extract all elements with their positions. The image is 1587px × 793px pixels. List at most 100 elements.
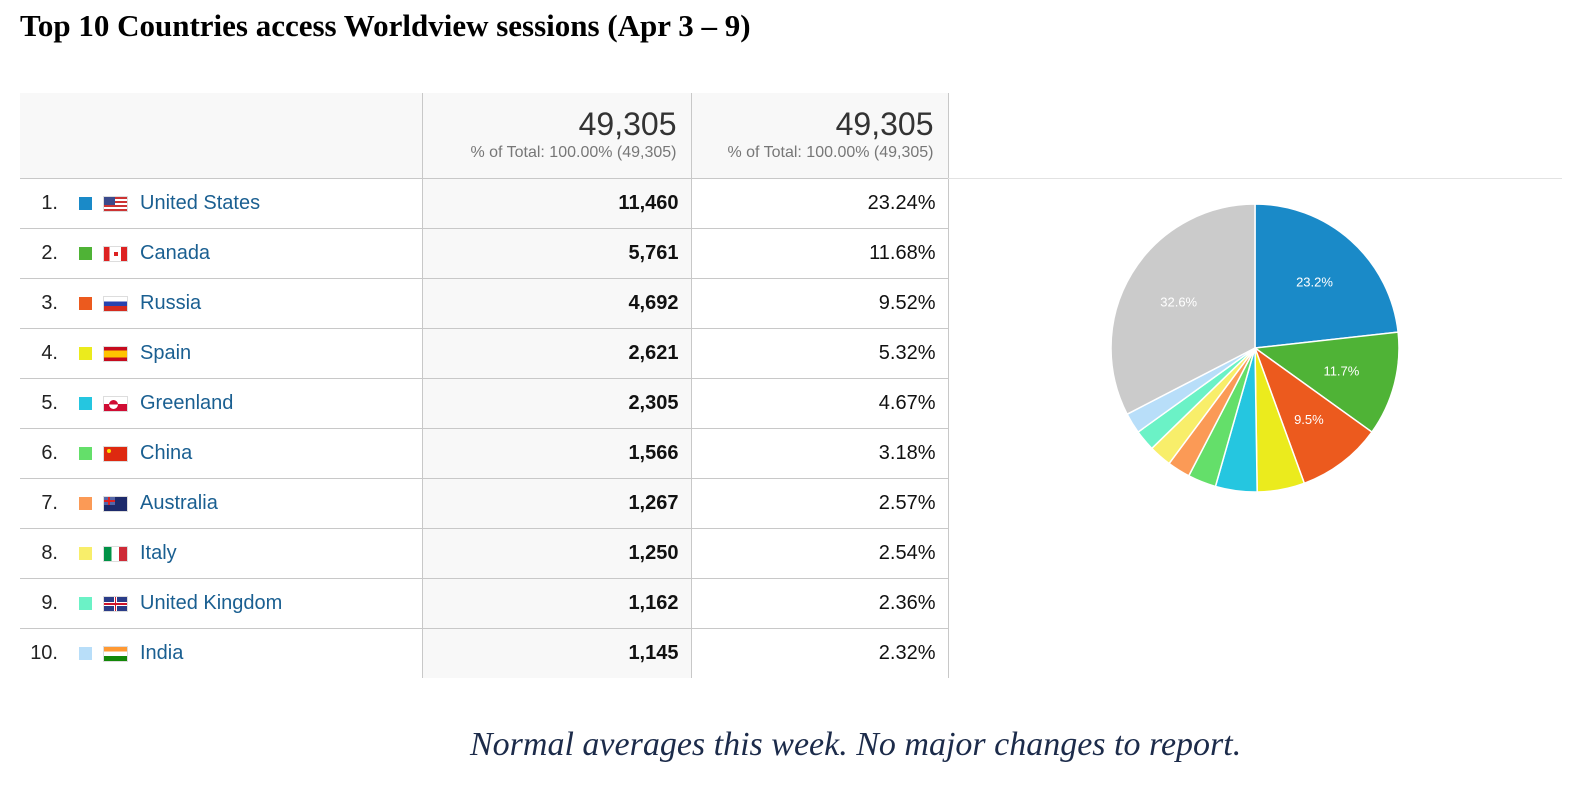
sessions-cell: 4,692 — [422, 278, 692, 329]
sessions-cell: 11,460 — [422, 178, 692, 229]
us-flag-icon — [103, 195, 128, 212]
percent-cell: 2.54% — [691, 528, 949, 579]
rank: 2. — [41, 242, 58, 265]
weekly-note: Normal averages this week. No major chan… — [470, 726, 1242, 763]
russia-flag-icon — [103, 295, 128, 312]
series-color-swatch — [79, 397, 92, 411]
sessions-column-header: 49,305 % of Total: 100.00% (49,305) — [422, 93, 692, 179]
china-flag-icon — [103, 445, 128, 462]
country-link[interactable]: China — [140, 442, 193, 465]
country-link[interactable]: Greenland — [140, 392, 234, 415]
percent-cell: 23.24% — [691, 178, 949, 229]
sessions-total: 49,305 — [578, 106, 677, 142]
australia-flag-icon — [103, 495, 128, 512]
sessions-cell: 1,566 — [422, 428, 692, 479]
pie-slice-label: 32.6% — [1160, 295, 1197, 310]
greenland-flag-icon — [103, 395, 128, 412]
table-row: 3. Russia 4,692 9.52% — [20, 278, 949, 329]
percent-cell: 5.32% — [691, 328, 949, 379]
table-row: 4. Spain 2,621 5.32% — [20, 328, 949, 379]
country-cell: 7. Australia — [20, 478, 423, 529]
percent-total: 49,305 — [835, 106, 934, 142]
percent-cell: 2.36% — [691, 578, 949, 629]
country-link[interactable]: United States — [140, 192, 261, 215]
country-link[interactable]: Russia — [140, 292, 202, 315]
series-color-swatch — [79, 547, 92, 561]
pie-slice-united-states[interactable] — [1254, 203, 1399, 349]
sessions-total-sub: % of Total: 100.00% (49,305) — [470, 144, 677, 161]
country-cell: 8. Italy — [20, 528, 423, 579]
sessions-cell: 1,162 — [422, 578, 692, 629]
pie-slice-label: 11.7% — [1323, 364, 1359, 379]
rank: 3. — [41, 292, 58, 315]
canada-flag-icon — [103, 245, 128, 262]
sessions-cell: 1,145 — [422, 628, 692, 678]
table-row: 5. Greenland 2,305 4.67% — [20, 378, 949, 429]
sessions-cell: 2,621 — [422, 328, 692, 379]
country-link[interactable]: Spain — [140, 342, 192, 365]
percent-cell: 11.68% — [691, 228, 949, 279]
table-row: 8. Italy 1,250 2.54% — [20, 528, 949, 579]
table-row: 6. China 1,566 3.18% — [20, 428, 949, 479]
rank: 4. — [41, 342, 58, 365]
country-column-header — [20, 93, 423, 179]
percent-cell: 3.18% — [691, 428, 949, 479]
rank: 10. — [30, 642, 58, 665]
uk-flag-icon — [103, 595, 128, 612]
rank: 8. — [41, 542, 58, 565]
india-flag-icon — [103, 645, 128, 662]
rank: 5. — [41, 392, 58, 415]
pie-slice-label: 23.2% — [1296, 275, 1333, 290]
series-color-swatch — [79, 447, 92, 461]
country-cell: 5. Greenland — [20, 378, 423, 429]
table-row: 9. United Kingdom 1,162 2.36% — [20, 578, 949, 629]
country-link[interactable]: United Kingdom — [140, 592, 283, 615]
country-cell: 1. United States — [20, 178, 423, 229]
page-title: Top 10 Countries access Worldview sessio… — [20, 8, 751, 43]
italy-flag-icon — [103, 545, 128, 562]
percent-cell: 4.67% — [691, 378, 949, 429]
country-link[interactable]: Canada — [140, 242, 211, 265]
series-color-swatch — [79, 247, 92, 261]
country-link[interactable]: Australia — [140, 492, 218, 515]
sessions-cell: 1,250 — [422, 528, 692, 579]
country-cell: 3. Russia — [20, 278, 423, 329]
sessions-pie-chart: 23.2% 11.7% 9.5% 32.6% — [1110, 203, 1400, 493]
series-color-swatch — [79, 197, 92, 211]
rank: 7. — [41, 492, 58, 515]
percent-total-sub: % of Total: 100.00% (49,305) — [727, 144, 934, 161]
sessions-cell: 2,305 — [422, 378, 692, 429]
country-cell: 4. Spain — [20, 328, 423, 379]
rank: 1. — [41, 192, 58, 215]
sessions-cell: 1,267 — [422, 478, 692, 529]
table-row: 10. India 1,145 2.32% — [20, 628, 949, 678]
pie-slice-label: 9.5% — [1294, 412, 1324, 427]
sessions-cell: 5,761 — [422, 228, 692, 279]
country-link[interactable]: Italy — [140, 542, 177, 565]
country-link[interactable]: India — [140, 642, 184, 665]
table-header-row: 49,305 % of Total: 100.00% (49,305) 49,3… — [20, 93, 949, 179]
table-row: 1. United States 11,460 23.24% — [20, 178, 949, 229]
series-color-swatch — [79, 647, 92, 661]
country-cell: 6. China — [20, 428, 423, 479]
country-cell: 9. United Kingdom — [20, 578, 423, 629]
spain-flag-icon — [103, 345, 128, 362]
rank: 9. — [41, 592, 58, 615]
series-color-swatch — [79, 597, 92, 611]
series-color-swatch — [79, 347, 92, 361]
pie-slice-russia[interactable] — [1253, 345, 1373, 485]
country-cell: 10. India — [20, 628, 423, 678]
percent-cell: 2.32% — [691, 628, 949, 678]
pie-slice-other[interactable] — [1110, 203, 1256, 416]
series-color-swatch — [79, 497, 92, 511]
series-color-swatch — [79, 297, 92, 311]
rank: 6. — [41, 442, 58, 465]
country-sessions-table: 49,305 % of Total: 100.00% (49,305) 49,3… — [20, 93, 949, 678]
pie-slice-canada[interactable] — [1252, 331, 1400, 434]
table-row: 2. Canada 5,761 11.68% — [20, 228, 949, 279]
table-row: 7. Australia 1,267 2.57% — [20, 478, 949, 529]
header-divider — [948, 178, 1562, 179]
percent-cell: 2.57% — [691, 478, 949, 529]
percent-column-header: 49,305 % of Total: 100.00% (49,305) — [691, 93, 949, 179]
percent-cell: 9.52% — [691, 278, 949, 329]
